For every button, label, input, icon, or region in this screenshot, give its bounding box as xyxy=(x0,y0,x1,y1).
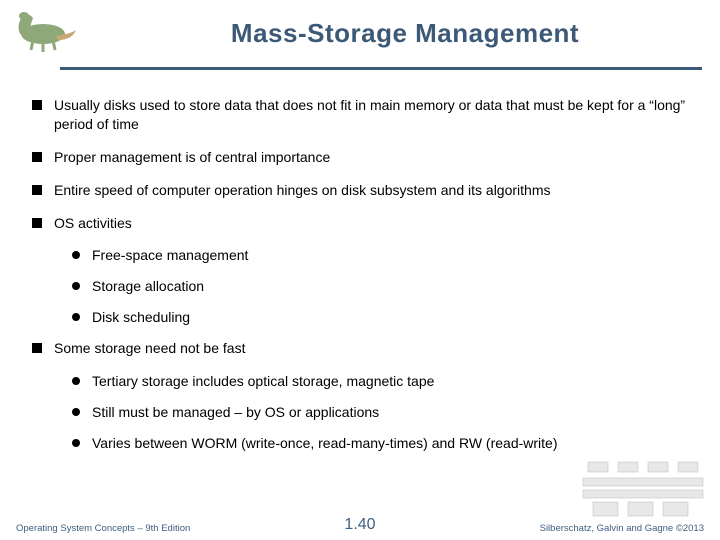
bullet-text: Disk scheduling xyxy=(92,308,190,327)
slide-title: Mass-Storage Management xyxy=(90,0,720,49)
bullet-text: Proper management is of central importan… xyxy=(54,148,330,167)
footer-page-number: 1.40 xyxy=(344,516,375,534)
footer-right-text: Silberschatz, Galvin and Gagne ©2013 xyxy=(540,523,704,534)
bullet-text: Usually disks used to store data that do… xyxy=(54,96,688,134)
circle-bullet-icon xyxy=(72,408,80,416)
bullet-text: Varies between WORM (write-once, read-ma… xyxy=(92,434,558,453)
circle-bullet-icon xyxy=(72,313,80,321)
sub-bullet-item: Storage allocation xyxy=(72,277,688,296)
square-bullet-icon xyxy=(32,100,42,110)
bullet-item: Some storage need not be fast xyxy=(32,339,688,358)
bullet-text: Entire speed of computer operation hinge… xyxy=(54,181,551,200)
bullet-item: Usually disks used to store data that do… xyxy=(32,96,688,134)
slide-body: Usually disks used to store data that do… xyxy=(0,78,720,453)
sub-bullet-item: Varies between WORM (write-once, read-ma… xyxy=(72,434,688,453)
bullet-text: Still must be managed – by OS or applica… xyxy=(92,403,379,422)
bullet-item: Entire speed of computer operation hinge… xyxy=(32,181,688,200)
bullet-text: OS activities xyxy=(54,214,132,233)
bullet-text: Tertiary storage includes optical storag… xyxy=(92,372,434,391)
dinosaur-logo xyxy=(8,4,78,54)
circle-bullet-icon xyxy=(72,439,80,447)
sub-bullet-item: Still must be managed – by OS or applica… xyxy=(72,403,688,422)
slide-header: Mass-Storage Management xyxy=(0,0,720,78)
bullet-text: Some storage need not be fast xyxy=(54,339,245,358)
sub-bullet-item: Tertiary storage includes optical storag… xyxy=(72,372,688,391)
footer-left-text: Operating System Concepts – 9th Edition xyxy=(16,523,190,534)
title-underline xyxy=(60,67,702,70)
bullet-text: Free-space management xyxy=(92,246,248,265)
square-bullet-icon xyxy=(32,343,42,353)
sub-bullet-item: Free-space management xyxy=(72,246,688,265)
square-bullet-icon xyxy=(32,185,42,195)
bullet-text: Storage allocation xyxy=(92,277,204,296)
bullet-item: Proper management is of central importan… xyxy=(32,148,688,167)
circle-bullet-icon xyxy=(72,251,80,259)
sub-bullet-item: Disk scheduling xyxy=(72,308,688,327)
footer-diagram xyxy=(578,460,708,520)
square-bullet-icon xyxy=(32,218,42,228)
square-bullet-icon xyxy=(32,152,42,162)
circle-bullet-icon xyxy=(72,282,80,290)
circle-bullet-icon xyxy=(72,377,80,385)
bullet-item: OS activities xyxy=(32,214,688,233)
